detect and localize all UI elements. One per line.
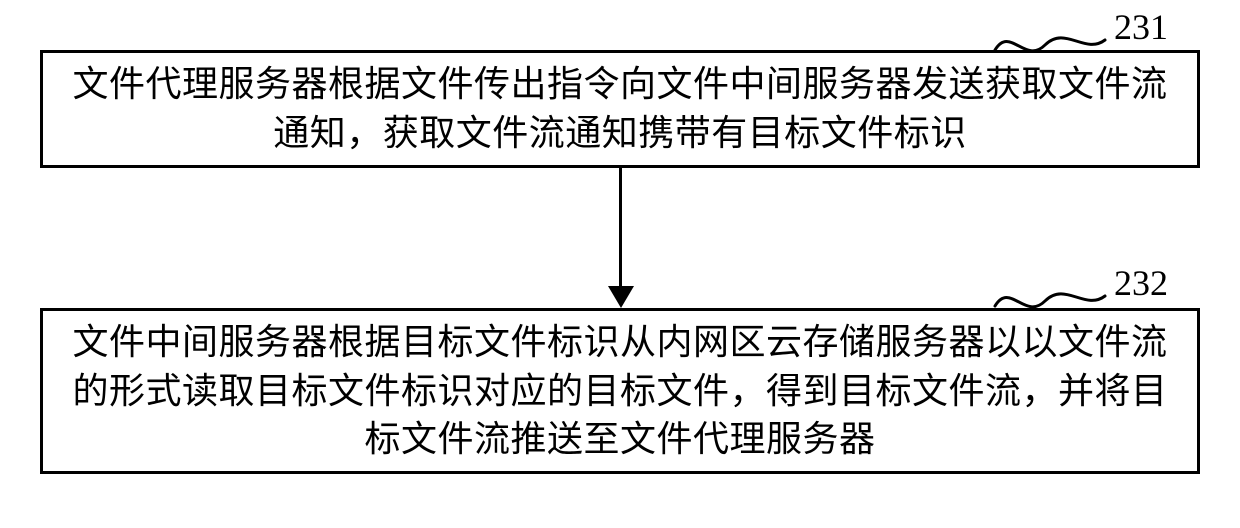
flowchart-step-2-text: 文件中间服务器根据目标文件标识从内网区云存储服务器以以文件流的形式读取目标文件标… — [59, 318, 1181, 464]
callout-squiggle-1 — [990, 20, 1110, 60]
flowchart-step-1-text: 文件代理服务器根据文件传出指令向文件中间服务器发送获取文件流通知，获取文件流通知… — [59, 60, 1181, 157]
flowchart-canvas: 文件代理服务器根据文件传出指令向文件中间服务器发送获取文件流通知，获取文件流通知… — [0, 0, 1240, 528]
callout-squiggle-2 — [990, 276, 1110, 316]
step-1-ref-number: 231 — [1114, 6, 1168, 48]
step-2-ref-number: 232 — [1114, 262, 1168, 304]
flowchart-step-2: 文件中间服务器根据目标文件标识从内网区云存储服务器以以文件流的形式读取目标文件标… — [40, 308, 1200, 474]
flow-arrow-line — [619, 168, 622, 286]
flow-arrow-head — [608, 286, 634, 308]
flowchart-step-1: 文件代理服务器根据文件传出指令向文件中间服务器发送获取文件流通知，获取文件流通知… — [40, 50, 1200, 168]
